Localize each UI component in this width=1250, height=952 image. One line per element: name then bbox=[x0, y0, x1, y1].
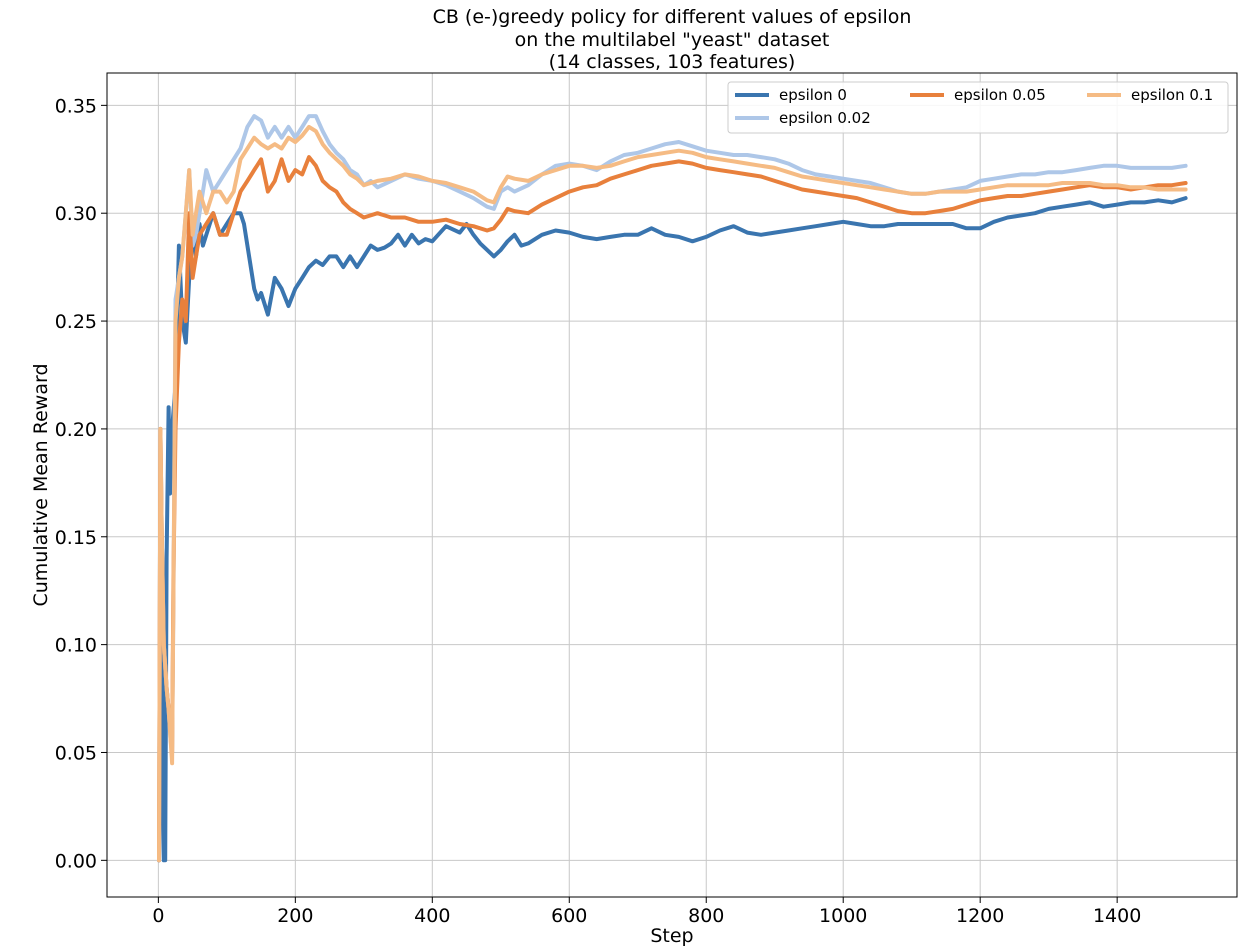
x-tick-label: 400 bbox=[414, 905, 450, 927]
y-tick-label: 0.00 bbox=[55, 850, 97, 872]
x-tick-label: 1400 bbox=[1093, 905, 1141, 927]
plot-frame bbox=[106, 72, 1238, 898]
title-line-3: (14 classes, 103 features) bbox=[549, 51, 796, 73]
title-line-2: on the multilabel "yeast" dataset bbox=[515, 29, 830, 51]
legend-entry-label: epsilon 0.02 bbox=[779, 109, 871, 127]
x-tick-label: 1000 bbox=[819, 905, 867, 927]
grid bbox=[107, 73, 1237, 897]
series-line bbox=[157, 155, 1188, 863]
y-tick-label: 0.15 bbox=[55, 527, 97, 549]
x-axis-ticks: 0 200 400 600 800 1000 1200 1400 bbox=[152, 897, 1141, 927]
series-lines bbox=[157, 114, 1188, 863]
legend-entry-label: epsilon 0.05 bbox=[954, 86, 1046, 104]
series-line bbox=[157, 196, 1188, 863]
y-tick-label: 0.10 bbox=[55, 635, 97, 657]
chart-title: CB (e-)greedy policy for different value… bbox=[433, 6, 912, 73]
legend: epsilon 0 epsilon 0.02 epsilon 0.05 epsilon… bbox=[727, 81, 1229, 134]
y-tick-label: 0.05 bbox=[55, 742, 97, 764]
legend-entry-label: epsilon 0 bbox=[779, 86, 847, 104]
y-tick-label: 0.20 bbox=[55, 419, 97, 441]
x-tick-label: 1200 bbox=[956, 905, 1004, 927]
legend-entry-label: epsilon 0.1 bbox=[1131, 86, 1213, 104]
x-tick-label: 200 bbox=[277, 905, 313, 927]
y-tick-label: 0.25 bbox=[55, 311, 97, 333]
x-tick-label: 800 bbox=[688, 905, 724, 927]
series-line bbox=[157, 124, 1188, 863]
series-line bbox=[157, 114, 1188, 863]
x-tick-label: 600 bbox=[551, 905, 587, 927]
y-tick-label: 0.35 bbox=[55, 95, 97, 117]
y-axis-label: Cumulative Mean Reward bbox=[30, 363, 52, 606]
x-tick-label: 0 bbox=[152, 905, 164, 927]
x-axis-label: Step bbox=[650, 925, 693, 947]
title-line-1: CB (e-)greedy policy for different value… bbox=[433, 6, 912, 28]
y-tick-label: 0.30 bbox=[55, 203, 97, 225]
y-axis-ticks: 0.00 0.05 0.10 0.15 0.20 0.25 0.30 0.35 bbox=[55, 95, 107, 872]
